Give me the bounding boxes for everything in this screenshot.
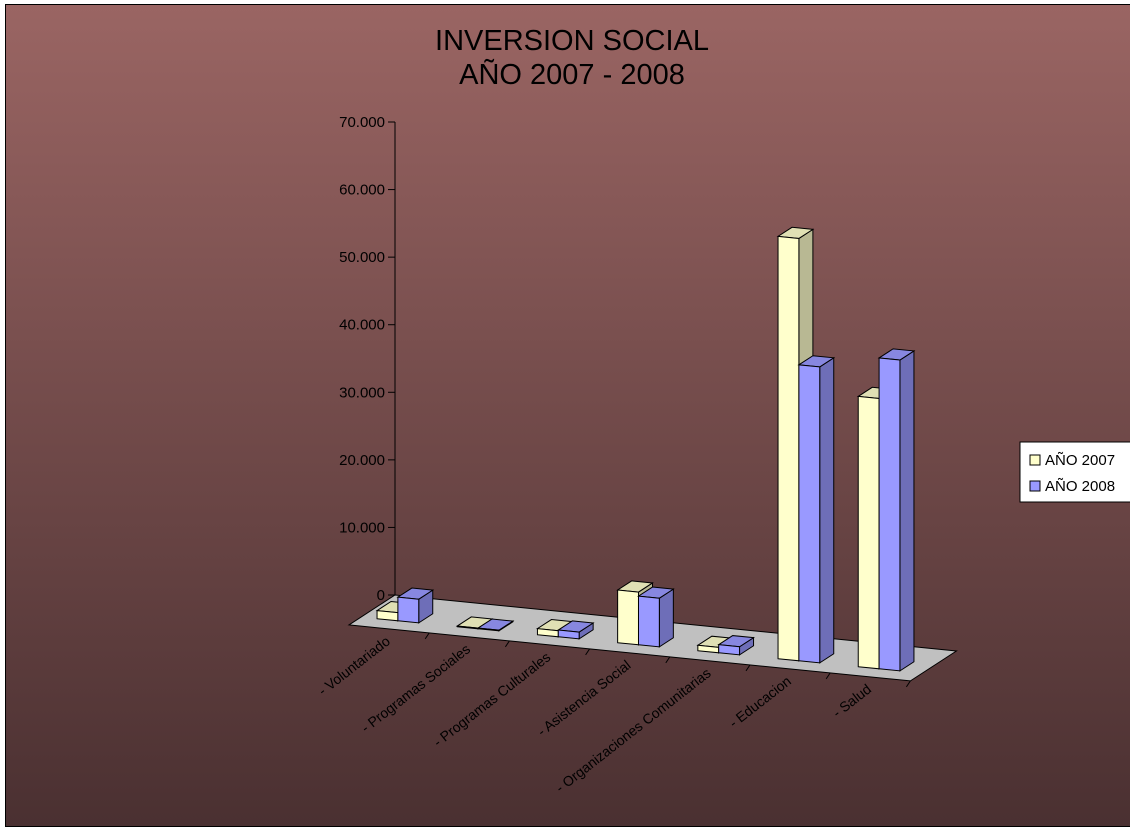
y-tick-label: 70.000 [339,114,385,131]
bar-side [899,350,915,672]
bar-front [477,627,500,632]
chart-title-line-1: INVERSION SOCIAL [435,25,709,57]
bar-front [557,629,580,640]
bar-side [658,588,674,648]
legend-box [1019,441,1130,503]
chart-title-line-2: AÑO 2007 - 2008 [459,57,685,91]
bar-front [617,589,639,646]
y-tick-label: 20.000 [339,452,385,469]
chart-background [6,5,1130,826]
bar-ano-2008-programas-culturales [556,620,595,640]
y-tick-label: 0 [377,587,385,604]
x-tick [745,664,751,672]
bar-ano-2008-programas-sociales [476,618,515,632]
bar-ano-2008-salud [877,348,916,672]
y-tick-label: 60.000 [339,182,385,199]
bar-front [376,610,399,622]
x-tick [424,632,430,640]
bar-front [777,235,800,662]
bar-front [397,596,420,624]
chart-svg: INVERSION SOCIAL AÑO 2007 - 2008 0 10.000… [6,5,1130,826]
bar-ano-2008-voluntariado [396,587,435,624]
x-tick [585,648,591,656]
y-tick-label: 10.000 [339,519,385,536]
legend-label-ano-2007: AÑO 2007 [1045,452,1115,469]
bar-front [798,364,821,664]
x-tick [905,680,911,688]
legend: AÑO 2007 AÑO 2008 [1019,441,1130,503]
x-tick [504,640,510,648]
x-tick [665,656,671,664]
bar-ano-2008-asistencia-social [637,586,675,648]
legend-swatch-ano-2008 [1029,480,1041,492]
bar-front [718,644,741,656]
legend-label-ano-2008: AÑO 2008 [1045,478,1115,495]
bar-front [878,357,901,672]
chart-frame: INVERSION SOCIAL AÑO 2007 - 2008 0 10.000… [5,4,1130,827]
y-tick-label: 30.000 [339,384,385,401]
bar-front [857,395,880,670]
bar-front [637,595,660,648]
legend-swatch-ano-2007 [1029,454,1041,466]
y-axis-ticks: 0 10.000 20.000 30.000 40.000 50.000 60.000 70.… [339,114,395,604]
bar-ano-2008-educacion [797,355,836,664]
x-tick [825,672,831,680]
bar-ano-2008-organizaciones-comunitarias [717,635,756,656]
bars [375,226,916,672]
y-tick-label: 50.000 [339,249,385,266]
bar-side [819,356,835,664]
y-tick-label: 40.000 [339,317,385,334]
